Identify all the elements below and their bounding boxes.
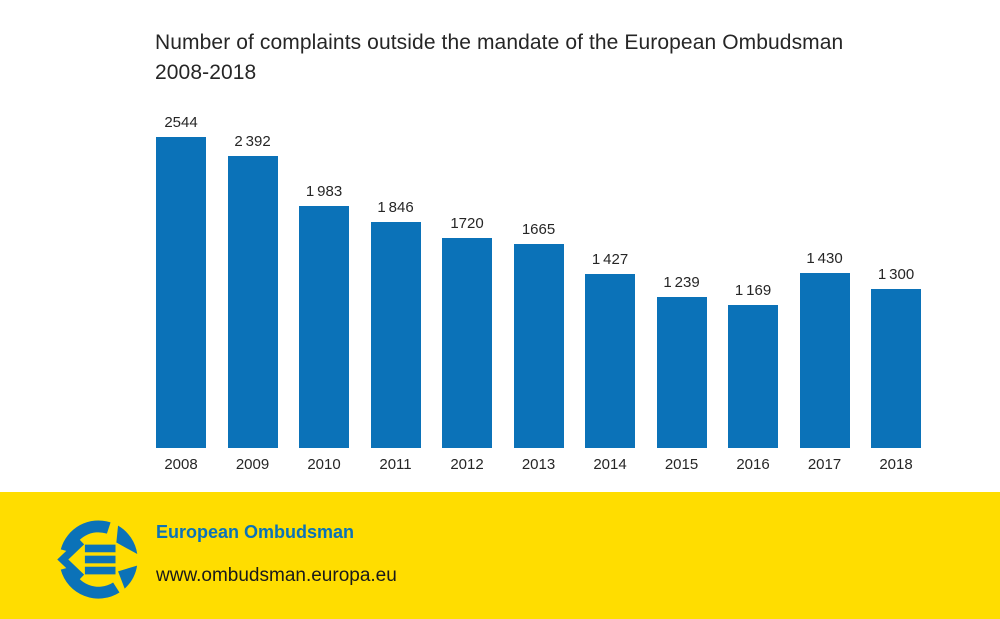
logo-bar-bottom [84, 566, 116, 575]
x-axis-label: 2010 [307, 456, 341, 473]
bar-group-2013: 1665 2013 [513, 221, 564, 473]
bar-2017 [799, 273, 850, 448]
logo-top-right-sail [116, 525, 138, 555]
bar-value-label: 1 239 [663, 274, 700, 291]
x-axis-label: 2014 [593, 456, 627, 473]
x-axis-label: 2017 [807, 456, 842, 473]
bar-chart: 2544 2008 2 392 2009 1 983 2010 1 846 20… [156, 114, 921, 473]
website-url: www.ombudsman.europa.eu [156, 565, 397, 586]
x-axis-label: 2009 [235, 456, 270, 473]
bar-group-2009: 2 392 2009 [227, 133, 278, 473]
x-axis-label: 2012 [450, 456, 484, 473]
bar-value-label: 1720 [450, 215, 484, 232]
bar-2016 [728, 305, 778, 448]
logo-right-sliver [118, 565, 138, 589]
bar-group-2011: 1 846 2011 [370, 199, 421, 473]
bar-group-2018: 1 300 2018 [871, 266, 921, 473]
bar-group-2010: 1 983 2010 [299, 183, 349, 473]
bar-value-label: 2 392 [234, 133, 271, 150]
bar-value-label: 1 169 [734, 282, 772, 299]
bar-2013 [513, 244, 564, 448]
bar-group-2016: 1 169 2016 [728, 282, 778, 473]
x-axis-label: 2015 [664, 456, 699, 473]
bar-value-label: 1 846 [377, 199, 414, 216]
bar-2010 [299, 206, 349, 448]
bar-value-label: 1 427 [591, 251, 629, 268]
x-axis-label: 2018 [879, 456, 913, 473]
chart-title-line2: 2008-2018 [155, 61, 257, 84]
bar-value-label: 1 983 [305, 183, 343, 200]
chart-title-line1: Number of complaints outside the mandate… [155, 31, 844, 54]
bar-2014 [585, 274, 635, 448]
bar-value-label: 1 300 [877, 266, 915, 283]
bar-2008 [156, 137, 206, 448]
x-axis-label: 2013 [521, 456, 556, 473]
bar-group-2012: 1720 2012 [442, 215, 492, 473]
x-axis-label: 2008 [164, 456, 198, 473]
bar-value-label: 1 430 [806, 250, 843, 267]
x-axis-label: 2011 [379, 456, 412, 473]
brand-name: European Ombudsman [156, 522, 355, 542]
logo-left-chevron [57, 538, 85, 581]
bar-value-label: 2544 [164, 114, 198, 131]
logo-bar-middle [84, 555, 116, 564]
bar-2015 [656, 297, 707, 448]
bar-group-2008: 2544 2008 [156, 114, 206, 473]
bar-value-label: 1665 [521, 221, 556, 238]
bar-2009 [227, 156, 278, 448]
european-ombudsman-logo [57, 520, 138, 599]
chart-title: Number of complaints outside the mandate… [155, 28, 975, 88]
footer: European Ombudsman www.ombudsman.europa.… [0, 492, 1000, 619]
logo-bar-top [84, 544, 116, 553]
bar-group-2017: 1 430 2017 [799, 250, 850, 473]
bar-2012 [442, 238, 492, 448]
bar-group-2015: 1 239 2015 [656, 274, 707, 473]
bar-2018 [871, 289, 921, 448]
bar-group-2014: 1 427 2014 [585, 251, 635, 473]
bar-2011 [370, 222, 421, 448]
x-axis-label: 2016 [736, 456, 770, 473]
